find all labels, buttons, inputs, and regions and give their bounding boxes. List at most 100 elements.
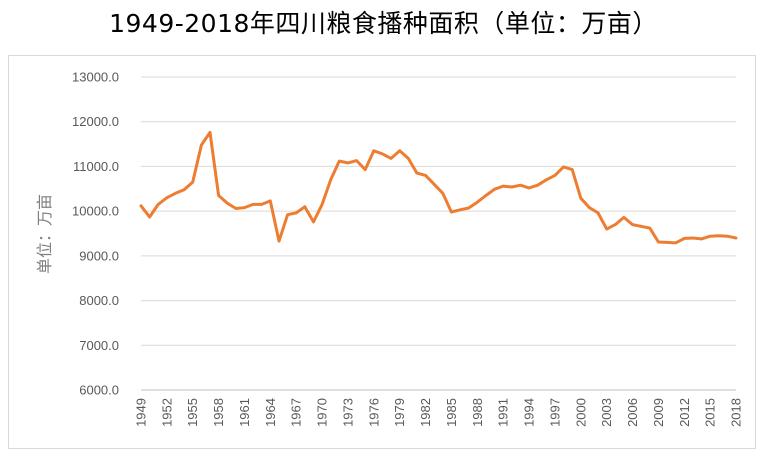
x-tick-label: 1952	[159, 398, 174, 427]
y-axis-label: 单位：万亩	[35, 194, 54, 274]
gridlines	[141, 76, 736, 391]
data-point	[519, 184, 522, 187]
data-point	[726, 235, 729, 238]
data-point	[415, 171, 419, 175]
data-point	[226, 201, 229, 205]
chart-frame	[8, 55, 756, 449]
data-point	[484, 194, 488, 197]
x-tick-label: 2003	[599, 398, 614, 427]
data-point	[208, 131, 212, 134]
data-point	[407, 157, 410, 160]
data-point	[571, 168, 574, 171]
data-point	[260, 203, 263, 206]
data-point	[476, 201, 479, 204]
x-tick-label: 2006	[625, 398, 640, 427]
data-point	[639, 225, 643, 228]
data-point	[182, 188, 186, 191]
data-point	[691, 236, 695, 240]
y-tick-labels: 6000.0 7000.0 8000.0 9000.0 10000.0 11000.0 12…	[72, 70, 119, 398]
data-point	[665, 241, 669, 244]
data-point	[441, 192, 444, 195]
x-tick-label: 1958	[211, 398, 226, 427]
y-tick-label: 9000.0	[79, 248, 119, 263]
x-tick-label: 1997	[547, 398, 562, 427]
x-tick-label: 1973	[340, 398, 355, 427]
data-point	[458, 208, 462, 211]
data-point	[562, 165, 565, 169]
x-tick-label: 1991	[496, 398, 511, 427]
x-tick-label: 1949	[134, 398, 149, 427]
data-point	[493, 188, 496, 191]
x-tick-label: 1970	[315, 398, 330, 427]
x-tick-label: 1967	[289, 398, 304, 427]
data-point	[536, 184, 539, 187]
x-tick-label: 1988	[470, 398, 485, 427]
data-point	[148, 215, 151, 219]
data-point	[708, 235, 712, 238]
data-point	[717, 234, 720, 237]
data-point	[338, 159, 341, 163]
data-point	[657, 240, 660, 244]
data-point	[303, 205, 306, 208]
x-tick-label: 1955	[185, 398, 200, 427]
data-point	[579, 197, 582, 200]
x-tick-label: 1985	[444, 398, 459, 427]
data-point	[243, 206, 246, 209]
data-point	[683, 237, 686, 240]
data-point	[312, 220, 315, 224]
x-tick-label: 1994	[522, 398, 537, 427]
y-tick-label: 10000.0	[72, 204, 119, 219]
data-point	[174, 192, 177, 195]
data-point	[269, 199, 272, 203]
x-tick-label: 2012	[677, 398, 692, 427]
data-point	[200, 143, 203, 147]
data-point	[433, 183, 436, 186]
data-point	[286, 213, 289, 216]
y-tick-label: 6000.0	[79, 383, 119, 398]
data-point	[450, 210, 453, 214]
chart-title: 1949-2018年四川粮食播种面积（单位：万亩）	[109, 9, 658, 38]
data-point	[510, 185, 513, 189]
data-point	[545, 178, 548, 181]
data-point	[346, 161, 350, 165]
data-point	[295, 211, 298, 215]
x-tick-label: 1976	[366, 398, 381, 427]
data-point	[527, 186, 531, 190]
data-point	[277, 239, 281, 243]
data-point	[372, 149, 375, 152]
x-tick-label: 2015	[703, 398, 718, 427]
x-tick-labels: 1949 1952 1955 1958 1961 1964 1967 1970 1973 1976…	[134, 398, 744, 427]
series-group	[139, 130, 738, 245]
data-point	[622, 216, 626, 219]
data-point	[588, 206, 591, 209]
data-point	[329, 178, 332, 181]
data-point	[139, 204, 143, 207]
x-tick-label: 2018	[729, 398, 744, 427]
y-tick-label: 7000.0	[79, 338, 119, 353]
data-point	[191, 180, 194, 184]
data-point	[614, 223, 617, 226]
data-point	[631, 223, 634, 226]
x-tick-label: 2000	[573, 398, 588, 427]
data-point	[700, 237, 703, 241]
x-tick-label: 1982	[418, 398, 433, 427]
data-point	[364, 168, 367, 171]
x-tick-label: 1961	[237, 398, 252, 427]
series-line	[139, 130, 738, 245]
data-point	[467, 206, 470, 210]
x-tick-label: 1979	[392, 398, 407, 427]
data-point	[424, 174, 427, 177]
data-point	[157, 203, 160, 206]
data-point	[234, 207, 238, 210]
x-tick-label: 2009	[651, 398, 666, 427]
y-tick-label: 8000.0	[79, 293, 119, 308]
y-tick-label: 12000.0	[72, 114, 119, 129]
data-point	[502, 184, 505, 188]
data-point	[381, 152, 384, 156]
data-point	[553, 174, 557, 177]
data-point	[251, 203, 255, 206]
data-point	[389, 157, 393, 160]
data-point	[605, 227, 608, 231]
data-point	[596, 211, 600, 215]
